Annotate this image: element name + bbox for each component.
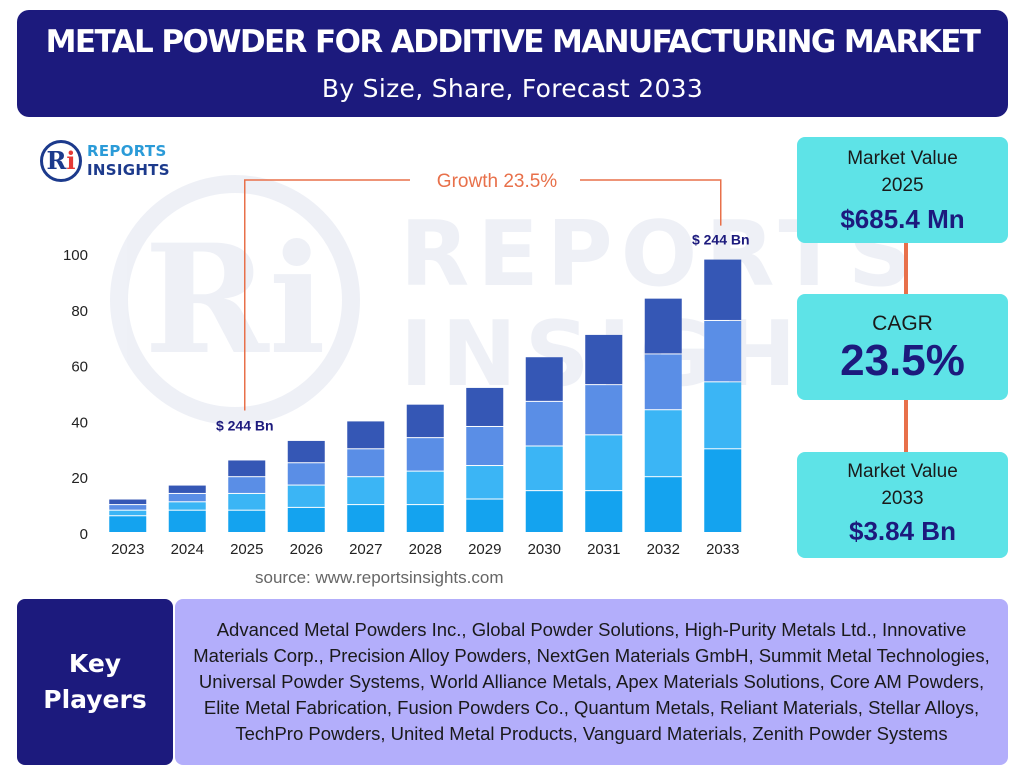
connector-line-bottom bbox=[904, 400, 908, 452]
key-players-list: Advanced Metal Powders Inc., Global Powd… bbox=[193, 619, 990, 744]
x-tick-label: 2028 bbox=[409, 541, 442, 558]
bar-segment bbox=[466, 466, 504, 499]
bar-segment bbox=[287, 440, 325, 463]
market-value-2033-label: Market Value 2033 bbox=[797, 452, 1008, 512]
key-players-heading-line1: Key bbox=[68, 649, 122, 678]
bar-segment bbox=[228, 460, 266, 477]
bar-segment bbox=[585, 491, 623, 532]
bar-segment bbox=[347, 505, 385, 532]
logo-mark: Ri bbox=[46, 146, 76, 175]
bar-segment bbox=[585, 435, 623, 491]
start-value-label: $ 244 Bn bbox=[216, 417, 274, 433]
ri-logo-icon: Ri bbox=[40, 140, 82, 182]
y-tick-label: 40 bbox=[71, 414, 88, 431]
bar-segment bbox=[704, 259, 742, 320]
bar-segment bbox=[228, 477, 266, 493]
report-title: METAL POWDER FOR ADDITIVE MANUFACTURING … bbox=[45, 24, 981, 60]
bar-segment bbox=[644, 354, 682, 410]
market-bar-chart: 0 20 40 60 80 100 2023 2024 2025 2026 2027 2028 2029… bbox=[63, 171, 750, 558]
logo-line1: REPORTS bbox=[87, 142, 167, 160]
bar-segment bbox=[466, 499, 504, 532]
x-tick-label: 2031 bbox=[587, 541, 620, 558]
bar-segment bbox=[347, 477, 385, 505]
source-note: source: www.reportsinsights.com bbox=[255, 568, 504, 587]
bar-segment bbox=[109, 505, 147, 510]
bar-segment bbox=[585, 334, 623, 385]
market-value-2025: $685.4 Mn bbox=[840, 204, 965, 234]
market-value-2025-label-line2: 2025 bbox=[881, 175, 924, 196]
x-tick-label: 2029 bbox=[468, 541, 501, 558]
bar-segment bbox=[347, 421, 385, 449]
bar-segment bbox=[466, 426, 504, 466]
bar-segment bbox=[228, 510, 266, 532]
bar-segment bbox=[644, 477, 682, 532]
growth-label: Growth 23.5% bbox=[437, 171, 557, 192]
bar-segment bbox=[406, 438, 444, 471]
bar-segment bbox=[168, 485, 206, 493]
bar-segment bbox=[585, 385, 623, 435]
market-value-2033-label-line1: Market Value bbox=[847, 461, 958, 482]
growth-line-left bbox=[244, 179, 410, 411]
bar-segment bbox=[109, 516, 147, 532]
bar-segment bbox=[287, 485, 325, 507]
bar-segment bbox=[109, 499, 147, 505]
end-value-label: $ 244 Bn bbox=[692, 232, 750, 248]
y-tick-label: 0 bbox=[80, 526, 88, 543]
bar-segment bbox=[704, 382, 742, 449]
logo-mark-i: i bbox=[66, 146, 76, 175]
logo-line2: INSIGHTS bbox=[87, 161, 170, 179]
report-subtitle: By Size, Share, Forecast 2033 bbox=[321, 74, 704, 103]
cagr-label: CAGR bbox=[872, 312, 933, 335]
x-tick-label: 2026 bbox=[290, 541, 323, 558]
cagr-card: CAGR 23.5% bbox=[797, 294, 1008, 400]
bar-segment bbox=[168, 510, 206, 532]
bar-segment bbox=[466, 387, 504, 426]
bar-segment bbox=[287, 507, 325, 532]
x-tick-label: 2024 bbox=[171, 541, 204, 558]
header-banner: METAL POWDER FOR ADDITIVE MANUFACTURING … bbox=[17, 10, 1008, 117]
y-tick-label: 80 bbox=[71, 303, 88, 320]
bar-segment bbox=[644, 298, 682, 354]
bar-segment bbox=[525, 491, 563, 532]
x-tick-label: 2032 bbox=[647, 541, 680, 558]
y-tick-label: 60 bbox=[71, 359, 88, 376]
x-tick-label: 2030 bbox=[528, 541, 561, 558]
market-value-2033-label-line2: 2033 bbox=[881, 488, 924, 509]
cagr-value: 23.5% bbox=[840, 336, 965, 385]
bar-segment bbox=[228, 493, 266, 510]
y-tick-label: 100 bbox=[63, 247, 88, 264]
logo-text: REPORTS INSIGHTS bbox=[87, 142, 170, 180]
bar-segment bbox=[109, 510, 147, 516]
connector-line-top bbox=[904, 243, 908, 294]
bar-segment bbox=[168, 502, 206, 510]
brand-logo: Ri REPORTS INSIGHTS bbox=[40, 140, 190, 182]
market-value-2025-label: Market Value 2025 bbox=[797, 137, 1008, 199]
bar-segment bbox=[525, 446, 563, 491]
bar-segment bbox=[525, 401, 563, 446]
bar-segment bbox=[347, 449, 385, 477]
bar-segment bbox=[406, 505, 444, 532]
bar-segment bbox=[406, 404, 444, 438]
bar-segment bbox=[168, 493, 206, 502]
market-value-2033: $3.84 Bn bbox=[849, 516, 956, 546]
bar-segment bbox=[287, 463, 325, 485]
bar-segment bbox=[406, 471, 444, 505]
market-value-2033-card: Market Value 2033 $3.84 Bn bbox=[797, 452, 1008, 558]
key-players-list-panel: Advanced Metal Powders Inc., Global Powd… bbox=[175, 599, 1008, 765]
x-tick-label: 2027 bbox=[349, 541, 382, 558]
bar-segment bbox=[704, 320, 742, 382]
market-value-2025-label-line1: Market Value bbox=[847, 148, 958, 169]
x-tick-label: 2023 bbox=[111, 541, 144, 558]
x-tick-label: 2025 bbox=[230, 541, 263, 558]
growth-line-right bbox=[580, 179, 722, 226]
bar-segment bbox=[704, 449, 742, 532]
x-tick-label: 2033 bbox=[706, 541, 739, 558]
key-players-heading-line2: Players bbox=[43, 685, 147, 714]
bar-segment bbox=[525, 357, 563, 401]
y-tick-label: 20 bbox=[71, 470, 88, 487]
market-value-2025-card: Market Value 2025 $685.4 Mn bbox=[797, 137, 1008, 243]
bar-segment bbox=[644, 410, 682, 477]
key-players-heading: Key Players bbox=[17, 599, 173, 765]
